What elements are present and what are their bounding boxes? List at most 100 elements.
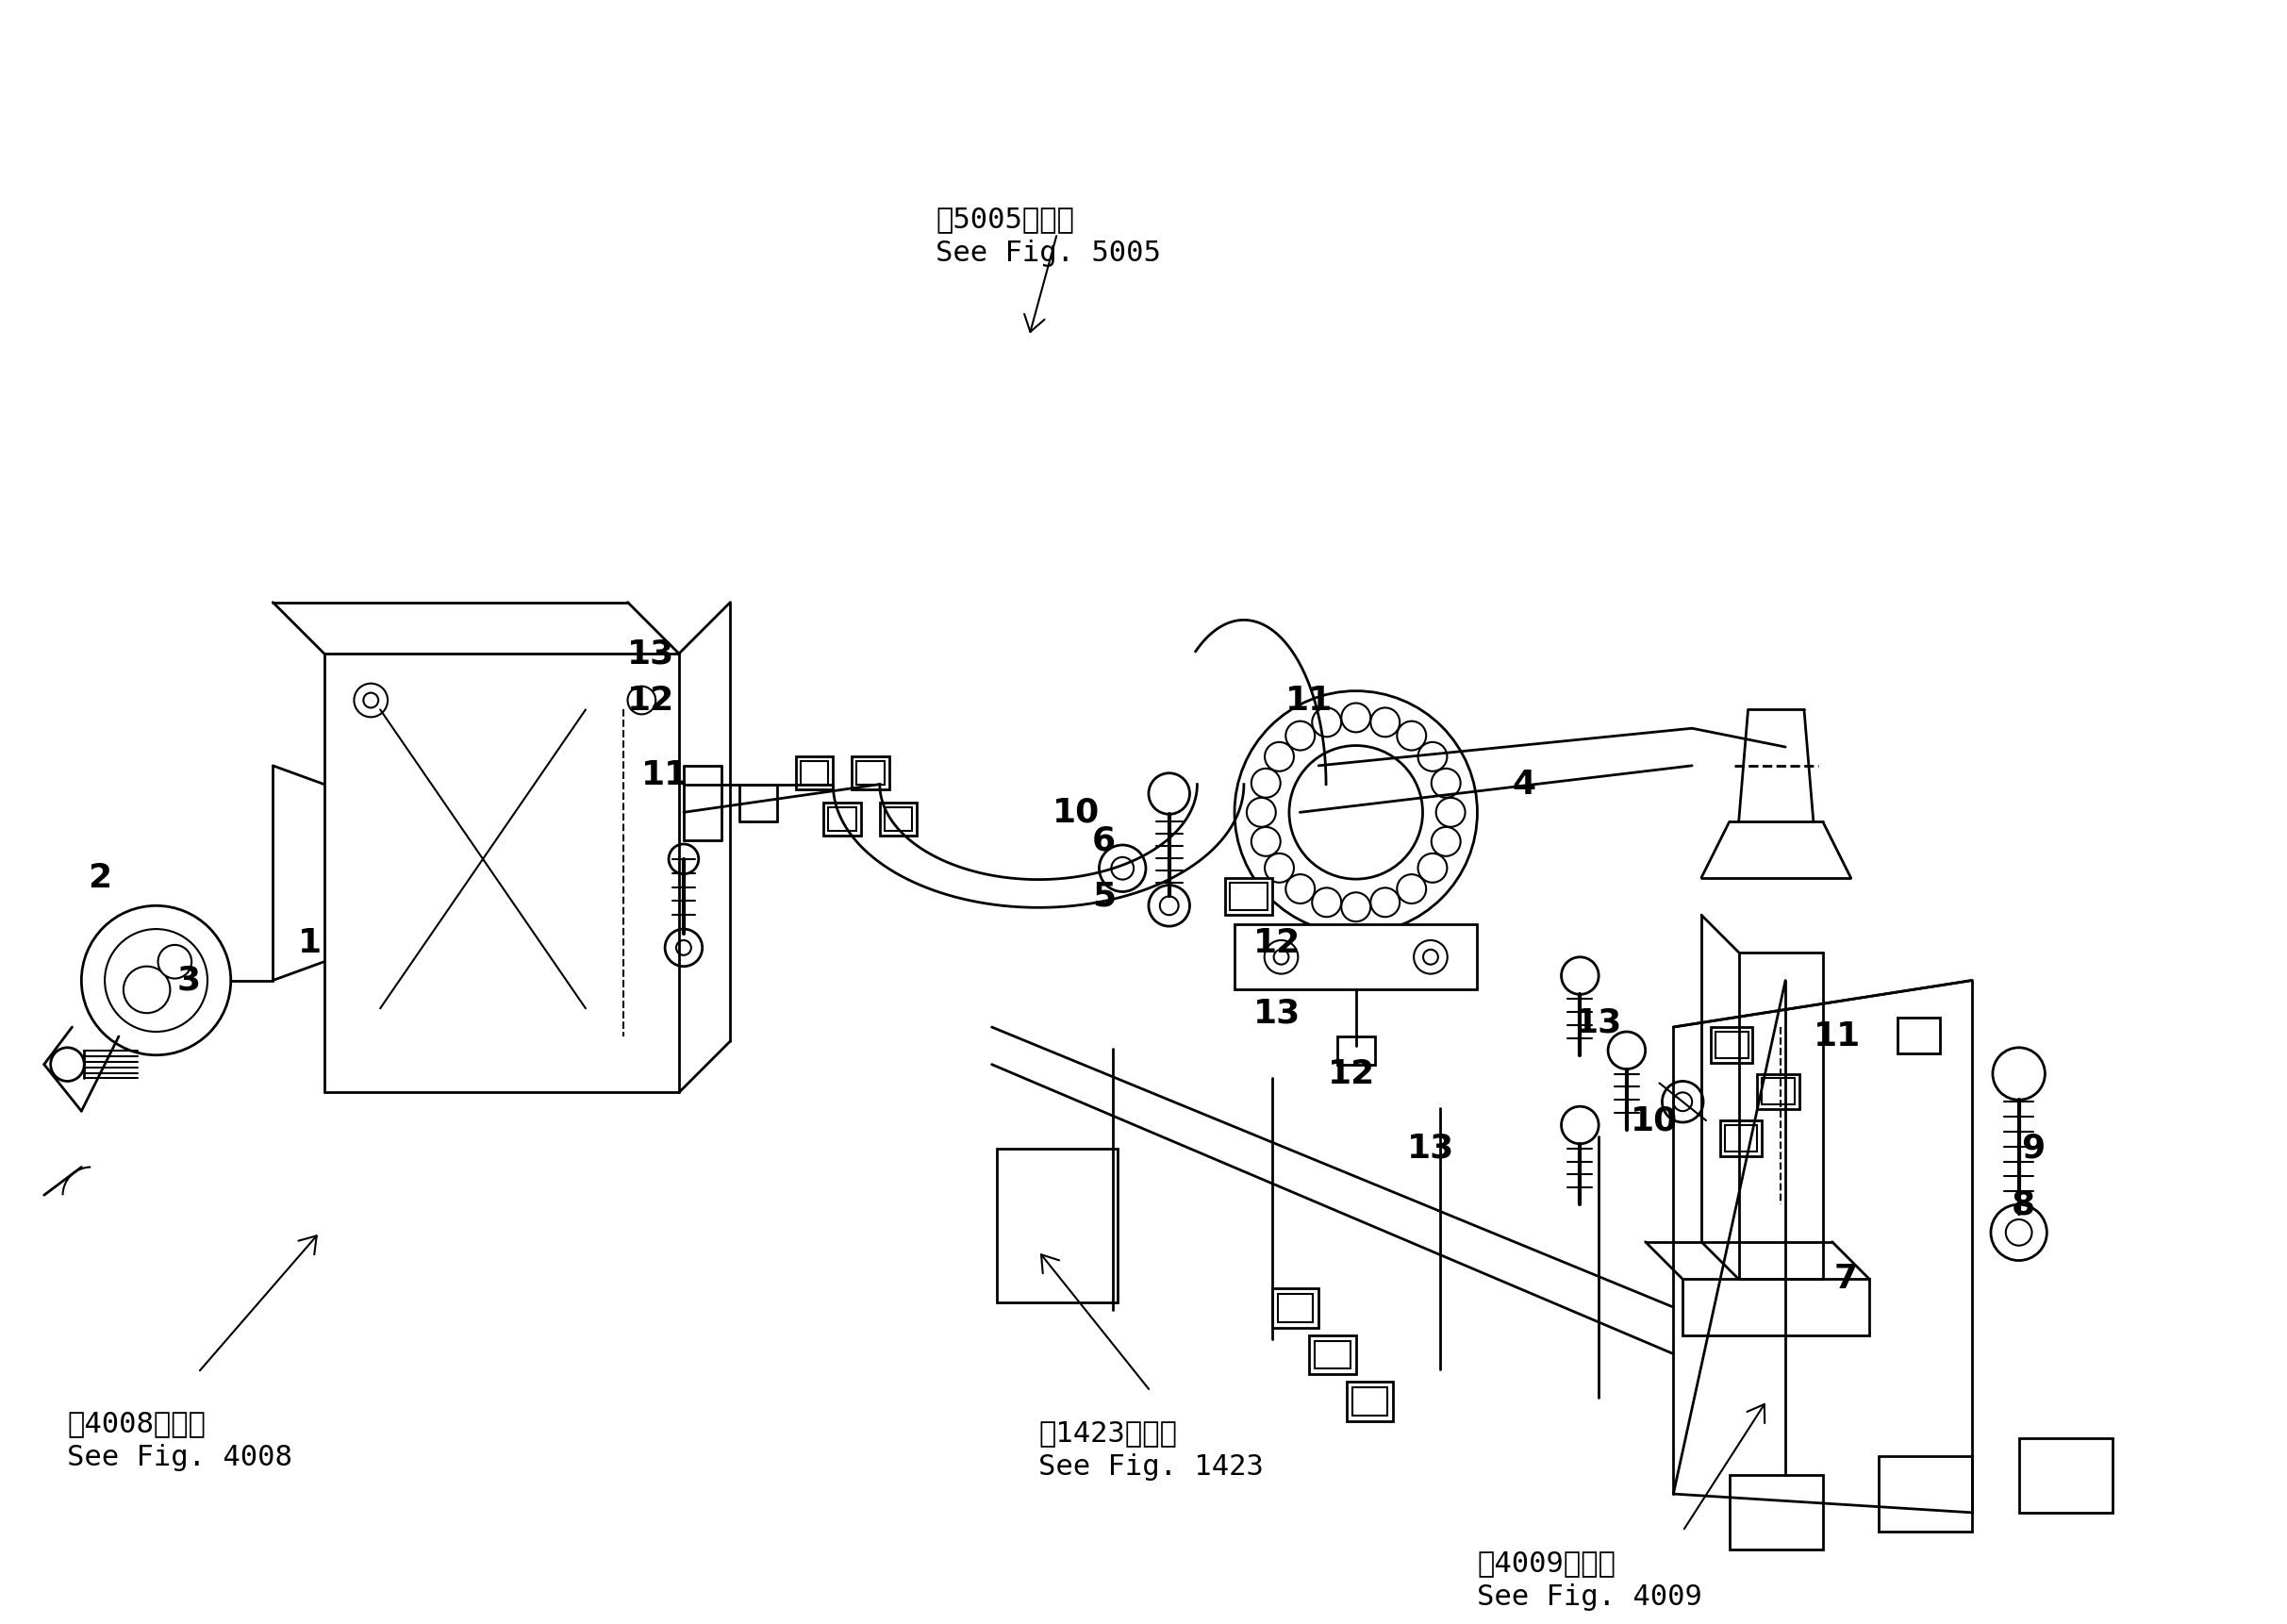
Circle shape <box>50 1047 85 1082</box>
Circle shape <box>1160 896 1178 914</box>
Circle shape <box>1274 950 1288 965</box>
Text: 12: 12 <box>1253 927 1301 960</box>
Circle shape <box>1423 950 1439 965</box>
Bar <box>1230 882 1267 911</box>
Bar <box>1898 1018 1939 1054</box>
Bar <box>800 762 828 784</box>
Circle shape <box>666 929 702 966</box>
Circle shape <box>1397 874 1427 903</box>
Bar <box>1272 1288 1320 1328</box>
Circle shape <box>1148 773 1189 814</box>
Circle shape <box>1290 745 1423 879</box>
Text: 4: 4 <box>1512 768 1537 801</box>
Circle shape <box>1990 1205 2047 1260</box>
Bar <box>1347 1382 1393 1421</box>
Circle shape <box>2006 1220 2031 1246</box>
Circle shape <box>1432 768 1461 797</box>
Text: 13: 13 <box>1253 997 1301 1030</box>
Bar <box>1226 877 1272 914</box>
Text: 12: 12 <box>1326 1057 1374 1090</box>
Bar <box>1756 1073 1800 1109</box>
Circle shape <box>1562 957 1599 994</box>
Circle shape <box>1265 853 1294 882</box>
Circle shape <box>1562 1106 1599 1143</box>
Circle shape <box>364 693 377 708</box>
Circle shape <box>1370 708 1400 737</box>
Bar <box>828 807 855 831</box>
Bar <box>1715 1031 1747 1057</box>
Circle shape <box>1397 721 1427 750</box>
Text: 2: 2 <box>89 862 112 893</box>
Circle shape <box>158 945 192 979</box>
Text: 8: 8 <box>2013 1189 2035 1221</box>
Circle shape <box>1674 1093 1692 1111</box>
Text: 11: 11 <box>1814 1020 1859 1052</box>
Circle shape <box>1418 853 1448 882</box>
Circle shape <box>1265 940 1299 974</box>
Circle shape <box>354 684 389 718</box>
Circle shape <box>627 687 656 715</box>
Text: 5: 5 <box>1091 880 1116 913</box>
Bar <box>1278 1294 1313 1322</box>
Bar <box>1729 1475 1823 1549</box>
Circle shape <box>677 940 691 955</box>
Circle shape <box>1370 888 1400 918</box>
Text: 笥5005図参照
See Fig. 5005: 笥5005図参照 See Fig. 5005 <box>935 205 1162 266</box>
Text: 10: 10 <box>1052 796 1100 828</box>
Bar <box>880 802 917 836</box>
Text: 13: 13 <box>627 638 675 669</box>
Bar <box>997 1148 1118 1302</box>
Circle shape <box>1992 1047 2045 1099</box>
Circle shape <box>1342 893 1370 921</box>
Circle shape <box>82 906 231 1056</box>
Circle shape <box>1235 690 1477 934</box>
Text: 13: 13 <box>1407 1132 1455 1164</box>
Bar <box>1720 1121 1761 1156</box>
Circle shape <box>1436 797 1466 827</box>
Circle shape <box>1111 857 1134 880</box>
Bar <box>796 757 832 789</box>
Circle shape <box>1285 721 1315 750</box>
Circle shape <box>1418 742 1448 771</box>
Circle shape <box>1313 708 1340 737</box>
Bar <box>823 802 862 836</box>
Text: 11: 11 <box>1285 684 1333 716</box>
Circle shape <box>1148 885 1189 926</box>
Text: 13: 13 <box>1576 1007 1621 1038</box>
Circle shape <box>1100 844 1146 892</box>
Text: 10: 10 <box>1631 1104 1679 1137</box>
Circle shape <box>123 966 169 1013</box>
Bar <box>851 757 890 789</box>
Text: 7: 7 <box>1834 1263 1857 1296</box>
Text: 1: 1 <box>297 927 322 960</box>
Bar <box>1761 1078 1795 1104</box>
Text: 笥4008図参照
See Fig. 4008: 笥4008図参照 See Fig. 4008 <box>66 1410 293 1471</box>
Bar <box>1724 1125 1756 1151</box>
Circle shape <box>1342 703 1370 732</box>
Bar <box>1711 1026 1752 1062</box>
Circle shape <box>105 929 208 1031</box>
Bar <box>1308 1335 1356 1374</box>
Circle shape <box>1265 742 1294 771</box>
Circle shape <box>1251 827 1281 856</box>
Circle shape <box>1608 1031 1644 1069</box>
Circle shape <box>1246 797 1276 827</box>
Bar <box>885 807 913 831</box>
Bar <box>2019 1437 2113 1512</box>
Circle shape <box>1251 768 1281 797</box>
Bar <box>1880 1457 1971 1531</box>
Bar <box>1338 1036 1374 1064</box>
Bar <box>1352 1387 1388 1416</box>
Circle shape <box>1413 940 1448 974</box>
Bar <box>1315 1341 1349 1369</box>
Bar <box>1683 1280 1868 1335</box>
Text: 3: 3 <box>176 965 201 997</box>
Circle shape <box>1313 888 1340 918</box>
Text: 12: 12 <box>627 684 675 716</box>
Text: 6: 6 <box>1091 825 1116 856</box>
Text: 9: 9 <box>2022 1132 2045 1164</box>
Text: 11: 11 <box>640 758 688 791</box>
Text: 笥4009図参照
See Fig. 4009: 笥4009図参照 See Fig. 4009 <box>1477 1549 1702 1611</box>
Bar <box>1235 924 1477 989</box>
Circle shape <box>668 844 698 874</box>
